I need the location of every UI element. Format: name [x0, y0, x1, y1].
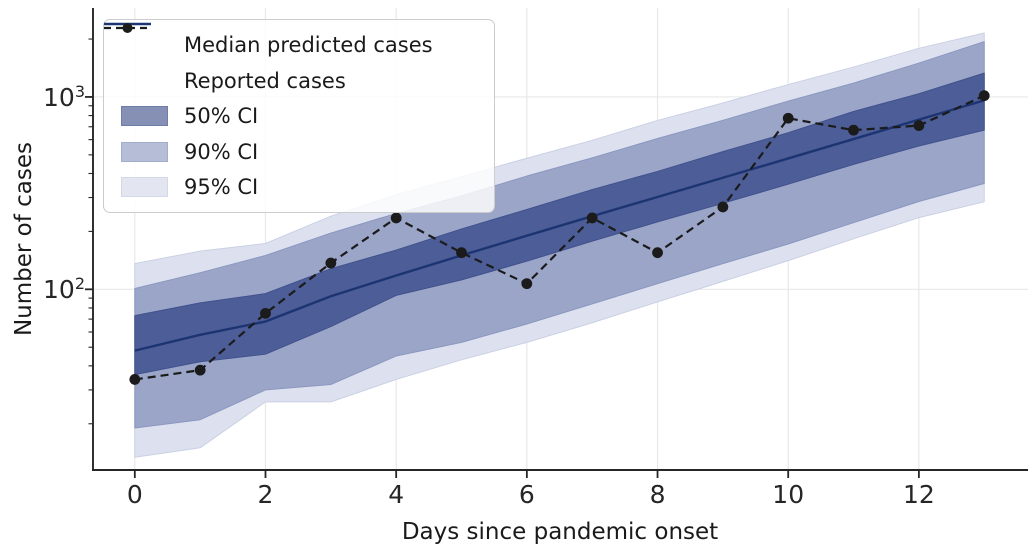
x-tick-label: 6 — [518, 480, 535, 509]
legend-label-ci95: 95% CI — [184, 175, 259, 199]
reported-marker — [913, 120, 925, 131]
legend-label-ci90: 90% CI — [184, 139, 259, 164]
reported-marker — [978, 90, 990, 102]
reported-marker — [456, 247, 467, 259]
reported-marker — [586, 212, 598, 224]
reported-marker — [194, 364, 206, 376]
legend-item-median: Median predicted cases — [104, 22, 484, 62]
legend-label-reported: Reported cases — [184, 68, 346, 93]
ci95-swatch-icon — [121, 177, 168, 197]
reported-marker — [652, 247, 663, 259]
legend-item-ci90: 90% CI — [121, 135, 484, 169]
reported-marker — [848, 124, 859, 136]
x-axis-title: Days since pandemic onset — [401, 519, 719, 545]
y-tick-label: 103 — [43, 81, 85, 113]
legend-label-ci50: 50% CI — [184, 104, 259, 128]
x-tick-label: 4 — [388, 480, 405, 509]
reported-marker — [129, 374, 141, 385]
x-tick-label: 8 — [649, 480, 666, 509]
reported-marker — [782, 112, 794, 124]
x-tick-label: 12 — [902, 480, 935, 509]
ci90-swatch-icon — [121, 141, 168, 162]
median-line — [134, 99, 985, 352]
x-tick-label: 10 — [772, 480, 805, 509]
ci50-swatch-icon — [121, 106, 168, 126]
reported-marker — [521, 278, 533, 290]
reported-marker — [717, 201, 729, 213]
legend-item-ci95: 95% CI — [121, 170, 484, 204]
y-axis-title: Number of cases — [11, 141, 37, 337]
legend: Median predicted cases Reported cases 50… — [103, 19, 495, 213]
reported-marker — [325, 257, 337, 269]
x-tick-label: 0 — [126, 480, 143, 509]
legend-item-reported: Reported cases — [104, 23, 484, 98]
legend-item-ci50: 50% CI — [121, 99, 484, 133]
reported-marker — [390, 212, 402, 224]
ci-band-50 — [134, 72, 985, 376]
legend-label-median: Median predicted cases — [184, 33, 433, 57]
x-tick-label: 2 — [257, 480, 274, 509]
reported-marker — [260, 307, 271, 319]
reported-line — [134, 94, 985, 381]
y-tick-label: 102 — [43, 274, 85, 305]
